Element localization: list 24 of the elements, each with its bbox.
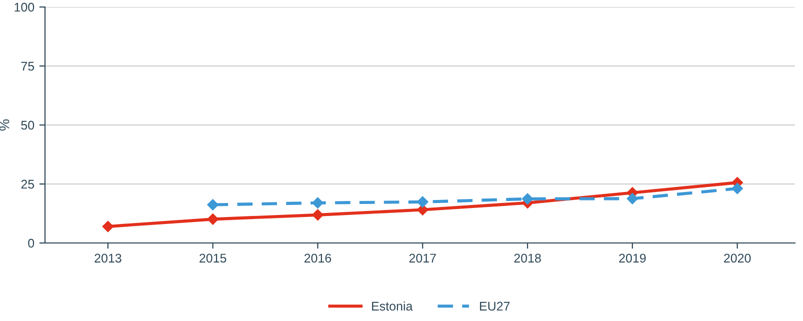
y-tick-label: 25 <box>21 180 34 189</box>
point <box>626 193 638 204</box>
x-tick-label: 2018 <box>514 254 541 263</box>
x-tick-label: 2017 <box>409 254 436 263</box>
y-tick-label: 50 <box>21 120 34 130</box>
legend-label: Estonia <box>372 301 413 311</box>
x-tick-label: 2015 <box>200 254 226 263</box>
point <box>102 220 114 232</box>
point <box>732 182 743 194</box>
legend-label: EU27 <box>480 302 510 311</box>
y-tick-label: 75 <box>21 62 34 71</box>
point <box>417 204 428 216</box>
x-tick-label: 2013 <box>94 254 122 263</box>
x-tick-label: 2019 <box>619 254 646 263</box>
point <box>207 214 218 225</box>
x-tick-label: 2016 <box>304 254 332 263</box>
point <box>522 193 534 204</box>
point <box>207 199 218 210</box>
x-tick-label: 2020 <box>724 254 751 263</box>
point <box>312 197 324 208</box>
y-tick-label: 0 <box>28 238 34 248</box>
point <box>417 196 428 208</box>
y-tick-label: 100 <box>14 2 34 12</box>
point <box>312 209 324 221</box>
